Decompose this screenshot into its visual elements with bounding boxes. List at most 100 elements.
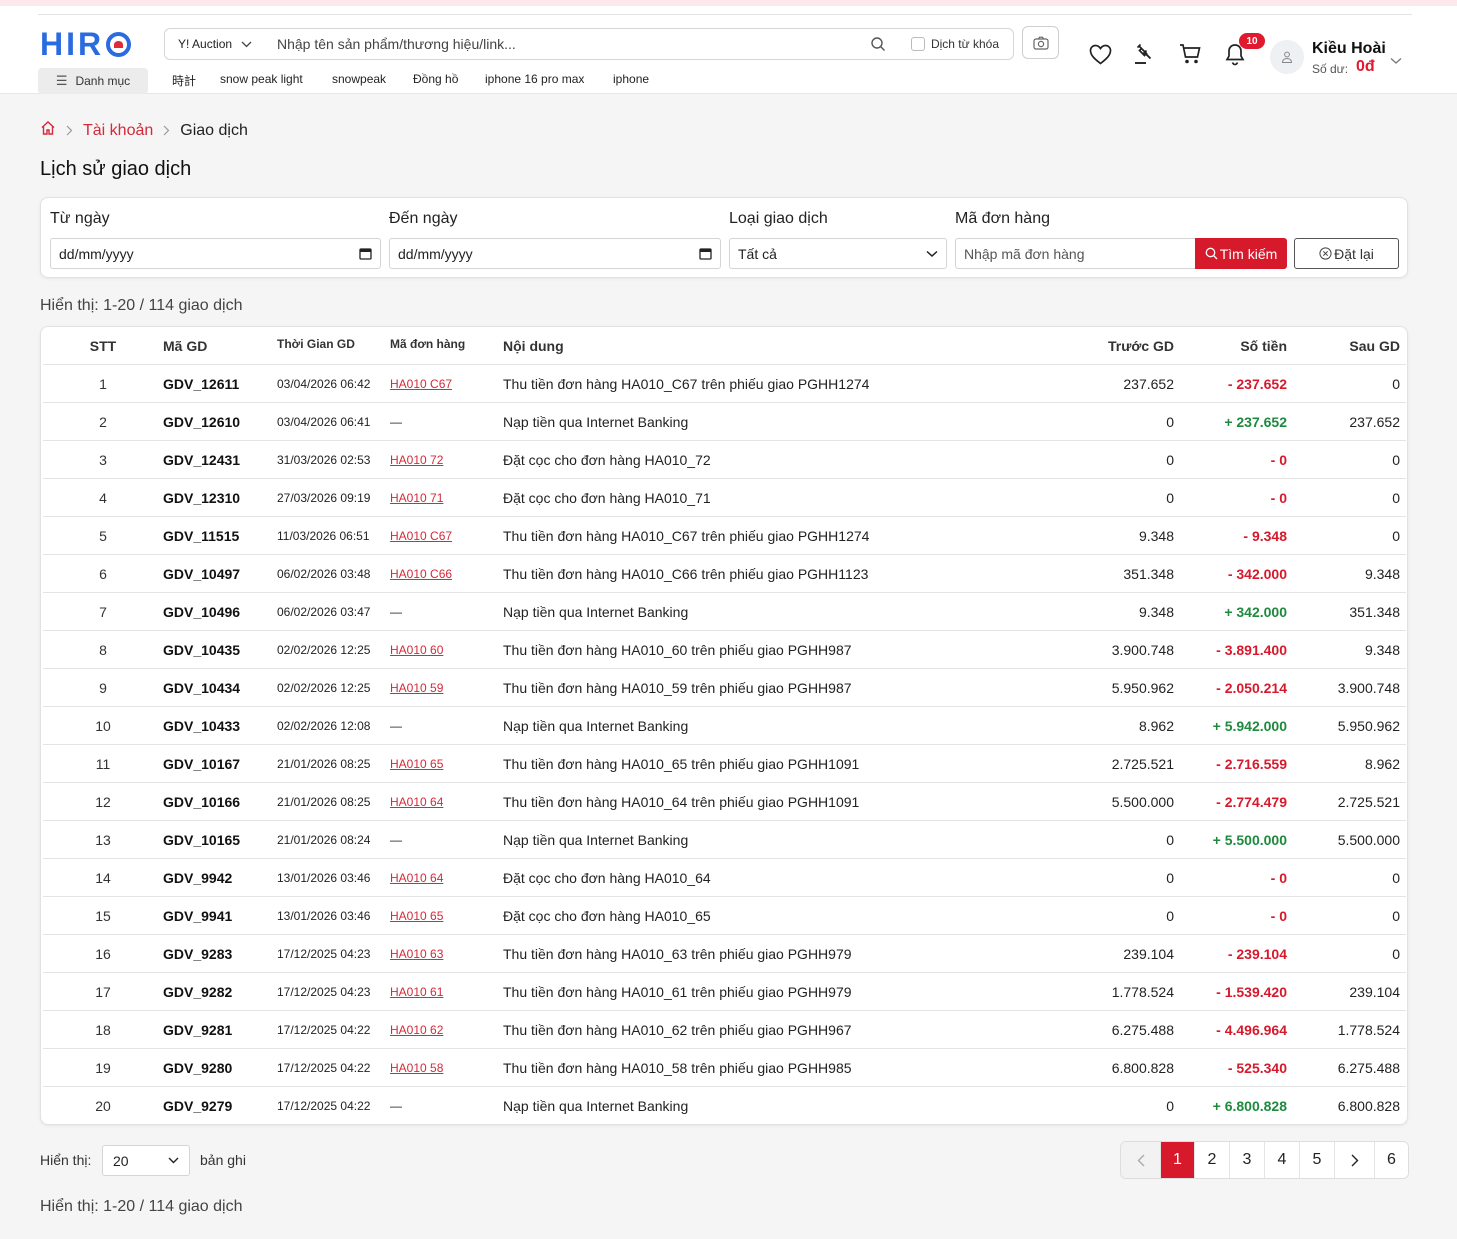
image-search-button[interactable]	[1022, 26, 1059, 59]
breadcrumb-current: Giao dịch	[180, 121, 248, 139]
calendar-icon[interactable]	[359, 247, 372, 260]
previous-page-button[interactable]	[1121, 1142, 1161, 1178]
row-transaction-id: GDV_9279	[163, 1098, 233, 1114]
row-time: 06/02/2026 03:48	[277, 567, 371, 581]
row-order-link[interactable]: HA010 71	[390, 491, 444, 505]
notification-bell-icon[interactable]	[1223, 42, 1247, 66]
search-type-select[interactable]: Y! Auction	[165, 29, 269, 59]
avatar[interactable]	[1270, 40, 1304, 74]
search-icon[interactable]	[861, 36, 895, 52]
row-after-balance: 6.800.828	[1337, 1098, 1400, 1114]
row-order-link[interactable]: HA010 C66	[390, 567, 453, 581]
transaction-type-select[interactable]: Tất cả	[729, 238, 947, 269]
order-code-input[interactable]	[964, 245, 1187, 262]
row-order-cell: HA010 C67	[390, 517, 452, 555]
row-transaction-id: GDV_9281	[163, 1022, 233, 1038]
table-row: 7 GDV_10496 06/02/2026 03:47 — Nạp tiền qua …	[43, 593, 1406, 631]
row-stt: 15	[95, 908, 111, 924]
breadcrumb-account-link[interactable]: Tài khoản	[83, 121, 154, 139]
row-order-link[interactable]: HA010 58	[390, 1061, 444, 1075]
suggestion-link[interactable]: snowpeak	[332, 72, 387, 86]
order-code-field[interactable]	[955, 238, 1196, 269]
row-content: Đặt cọc cho đơn hàng HA010_72	[503, 452, 711, 468]
wishlist-heart-icon[interactable]	[1088, 42, 1112, 66]
reset-button[interactable]: Đặt lại	[1294, 238, 1399, 269]
row-order-link[interactable]: HA010 65	[390, 757, 444, 771]
row-content: Nạp tiền qua Internet Banking	[503, 414, 689, 430]
row-after-balance: 8.962	[1364, 756, 1400, 772]
row-order-cell: HA010 64	[390, 783, 443, 821]
page-size-select[interactable]: 20	[102, 1145, 190, 1176]
search-input[interactable]	[269, 36, 861, 52]
row-amount: + 342.000	[1224, 604, 1287, 620]
transaction-table: STT Mã GD Thời Gian GD Mã đơn hàng Nội d…	[40, 326, 1408, 1125]
row-order-link[interactable]: HA010 62	[390, 1023, 444, 1037]
row-order-link[interactable]: HA010 64	[390, 871, 444, 885]
row-order-link[interactable]: HA010 65	[390, 909, 444, 923]
row-before-balance: 0	[1166, 1098, 1174, 1114]
row-before-balance: 3.900.748	[1111, 642, 1174, 658]
transaction-type-value: Tất cả	[738, 245, 777, 262]
suggestion-link[interactable]: iphone 16 pro max	[485, 72, 585, 86]
row-order-cell: —	[390, 403, 402, 441]
row-order-link[interactable]: HA010 72	[390, 453, 444, 467]
page-button[interactable]: 5	[1300, 1142, 1335, 1178]
search-bar: Y! Auction Dịch từ khóa	[164, 28, 1014, 60]
auction-gavel-icon[interactable]	[1132, 42, 1156, 66]
row-time: 03/04/2026 06:41	[277, 415, 371, 429]
row-transaction-id: GDV_11515	[163, 528, 240, 544]
row-transaction-id: GDV_12431	[163, 452, 241, 468]
row-time: 03/04/2026 06:42	[277, 377, 371, 391]
search-icon	[1205, 247, 1218, 260]
row-order-link[interactable]: HA010 C67	[390, 529, 453, 543]
suggestion-link[interactable]: Đồng hồ	[413, 72, 459, 86]
suggestion-link[interactable]: 時計	[172, 74, 197, 88]
page-size-label: Hiển thị:	[40, 1152, 92, 1168]
search-button[interactable]: Tìm kiếm	[1195, 238, 1287, 269]
suggestion-link[interactable]: iphone	[613, 72, 650, 86]
row-before-balance: 9.348	[1138, 604, 1174, 620]
search-button-label: Tìm kiếm	[1219, 245, 1278, 262]
hiro-logo[interactable]: HIR	[40, 26, 132, 62]
row-after-balance: 6.275.488	[1337, 1060, 1400, 1076]
page-button[interactable]: 3	[1230, 1142, 1265, 1178]
row-order-link[interactable]: HA010 C67	[390, 377, 453, 391]
to-date-input[interactable]: dd/mm/yyyy	[389, 238, 721, 269]
row-before-balance: 237.652	[1123, 376, 1174, 392]
home-icon[interactable]	[40, 120, 56, 141]
page-button-active[interactable]: 1	[1161, 1142, 1195, 1178]
user-name[interactable]: Kiều Hoài	[1312, 40, 1386, 57]
row-stt: 11	[95, 756, 111, 772]
row-order-link[interactable]: HA010 60	[390, 643, 444, 657]
last-page-button[interactable]: 6	[1375, 1142, 1408, 1178]
cart-icon[interactable]	[1178, 42, 1202, 66]
calendar-icon[interactable]	[699, 247, 712, 260]
suggestion-link[interactable]: snow peak light	[220, 72, 303, 86]
row-content: Thu tiền đơn hàng HA010_58 trên phiếu gi…	[503, 1060, 852, 1076]
row-amount: - 1.539.420	[1216, 984, 1287, 1000]
table-row: 5 GDV_11515 11/03/2026 06:51 HA010 C67 Thu t…	[43, 517, 1406, 555]
row-order-link[interactable]: HA010 63	[390, 947, 444, 961]
page-button[interactable]: 2	[1195, 1142, 1230, 1178]
chevron-down-icon[interactable]	[1390, 52, 1402, 70]
reset-button-label: Đặt lại	[1334, 245, 1374, 262]
next-page-button[interactable]	[1335, 1142, 1375, 1178]
category-menu-button[interactable]: ☰ Danh mục	[38, 68, 148, 94]
row-order-empty: —	[390, 1099, 402, 1113]
row-time: 21/01/2026 08:25	[277, 795, 371, 809]
column-header-time: Thời Gian GD	[277, 337, 355, 351]
translate-keyword-checkbox[interactable]: Dịch từ khóa	[895, 37, 1013, 51]
breadcrumb-separator-icon	[66, 123, 73, 139]
page-button[interactable]: 4	[1265, 1142, 1300, 1178]
row-order-link[interactable]: HA010 64	[390, 795, 444, 809]
balance-value: 0đ	[1356, 58, 1375, 75]
column-header-amount: Số tiền	[1240, 338, 1287, 354]
row-order-link[interactable]: HA010 59	[390, 681, 444, 695]
row-content: Thu tiền đơn hàng HA010_C67 trên phiếu g…	[503, 376, 870, 392]
row-content: Đặt cọc cho đơn hàng HA010_65	[503, 908, 711, 924]
row-stt: 19	[95, 1060, 111, 1076]
from-date-input[interactable]: dd/mm/yyyy	[50, 238, 381, 269]
table-row: 3 GDV_12431 31/03/2026 02:53 HA010 72 Đặt cọ…	[43, 441, 1406, 479]
row-order-link[interactable]: HA010 61	[390, 985, 444, 999]
from-date-value: dd/mm/yyyy	[59, 245, 134, 262]
